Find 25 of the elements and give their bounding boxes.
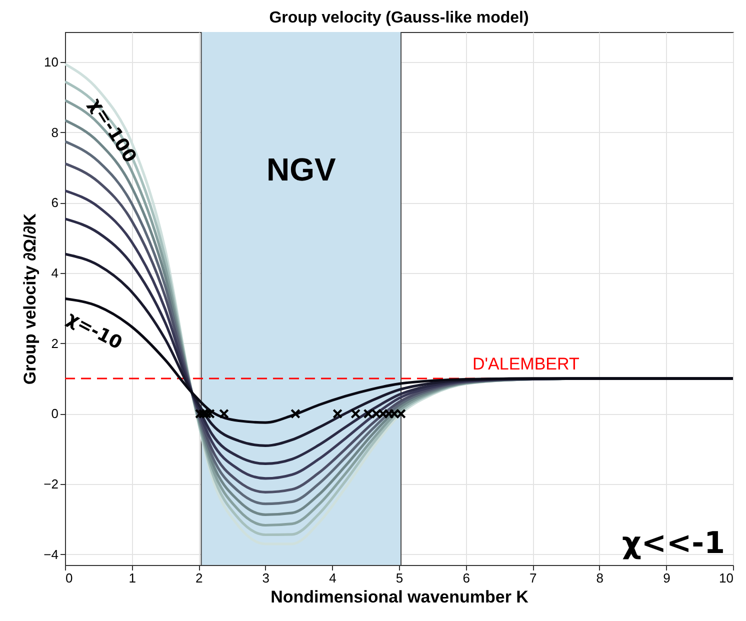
x-tick-label: 5 [396,570,404,586]
x-tick-label: 10 [719,570,734,586]
y-tick-label: 10 [44,54,58,70]
band-label: NGV [266,152,336,188]
annotation: χ<<-1 [622,526,725,561]
y-tick-label: −4 [44,546,58,562]
chart-title: Group velocity (Gauss-like model) [269,10,529,26]
x-tick-label: 9 [663,570,670,586]
y-tick-label: 2 [51,336,58,351]
x-tick-label: 0 [66,570,73,586]
y-tick-label: −2 [44,476,58,492]
x-tick-label: 2 [195,570,203,586]
x-tick-label: 3 [262,570,270,586]
y-tick-label: 4 [51,265,58,280]
y-tick-label: 8 [51,124,58,140]
y-tick-label: 0 [51,406,58,422]
y-axis-title: Group velocity ∂Ω/∂K [20,212,40,385]
x-tick-label: 6 [462,570,470,586]
x-tick-label: 7 [529,570,537,586]
x-axis-title: Nondimensional wavenumber K [270,588,530,606]
x-tick-label: 4 [329,570,336,586]
x-tick-label: 8 [596,570,604,586]
x-tick-label: 1 [128,570,136,586]
ref-line-label: D'ALEMBERT [472,354,580,374]
y-tick-label: 6 [51,195,58,210]
